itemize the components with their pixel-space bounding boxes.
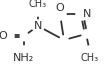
Circle shape [2,30,14,42]
Text: CH₃: CH₃ [29,0,47,9]
Circle shape [54,8,66,20]
Circle shape [84,46,96,58]
Text: O: O [56,3,64,13]
Circle shape [18,46,30,58]
Text: NH₂: NH₂ [13,53,35,63]
Circle shape [32,4,44,16]
Text: N: N [83,9,91,19]
Circle shape [76,8,88,20]
Text: N: N [34,21,42,31]
Text: CH₃: CH₃ [81,53,99,63]
Circle shape [32,20,44,32]
Text: O: O [0,31,7,41]
